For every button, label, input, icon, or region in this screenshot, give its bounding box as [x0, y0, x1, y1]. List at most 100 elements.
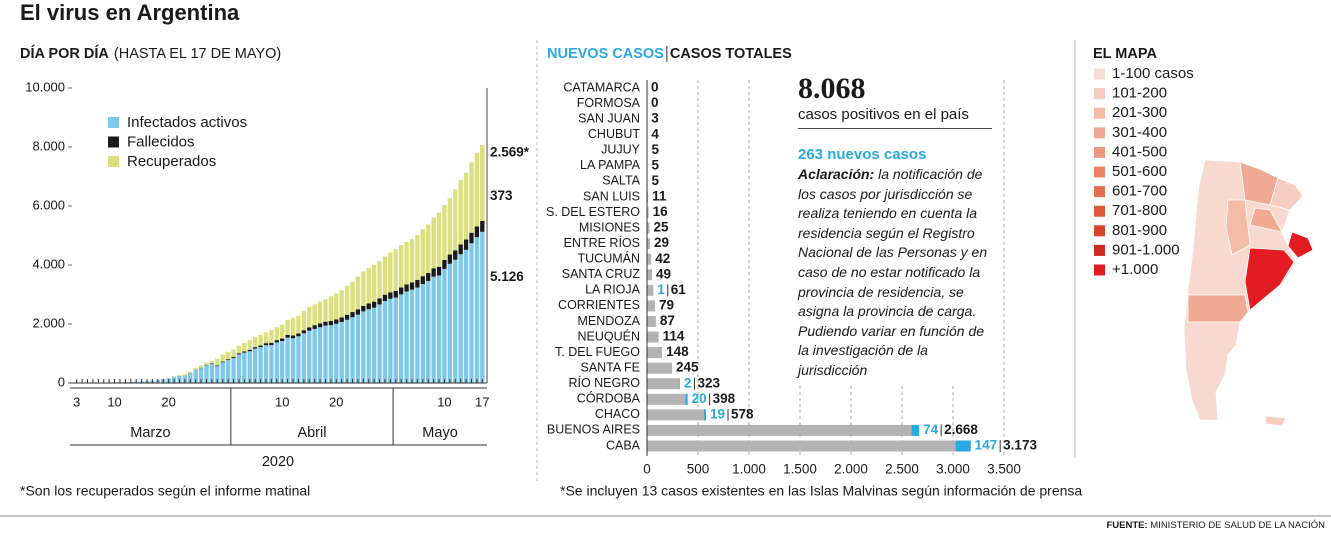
bar-segment	[442, 268, 447, 383]
bar-segment	[420, 284, 425, 383]
bar	[647, 315, 656, 327]
bar-segment	[334, 319, 339, 324]
bar-segment	[361, 271, 366, 306]
source-text: MINISTERIO DE SALUD DE LA NACIÓN	[1150, 520, 1325, 531]
bar-segment	[323, 325, 328, 383]
bar	[647, 440, 971, 452]
bar-segment	[307, 330, 312, 383]
bar-segment	[344, 314, 350, 320]
bar-segment	[371, 307, 377, 383]
bar-segment	[274, 342, 279, 383]
bar-segment	[447, 198, 453, 255]
bar-segment	[404, 284, 409, 292]
bar-segment	[253, 347, 258, 349]
bar-segment	[355, 276, 361, 310]
value-label-new: 1	[657, 282, 665, 297]
bar-segment	[339, 321, 344, 383]
bar-segment	[258, 334, 263, 346]
bar-segment	[480, 144, 485, 221]
bar-segment	[399, 287, 404, 295]
bar-segment	[480, 231, 485, 383]
category-label: SALTA	[602, 174, 640, 188]
month-label: Abril	[297, 425, 326, 441]
bar-segment	[469, 232, 474, 244]
value-label: 79	[659, 297, 674, 312]
x-tick-label: 10	[437, 394, 451, 409]
legend-label: Fallecidos	[127, 133, 195, 150]
bar-segment	[274, 340, 279, 343]
bar	[647, 269, 652, 281]
bar-segment	[480, 220, 485, 232]
map-legend-label: 701-800	[1112, 202, 1167, 219]
bar-segment	[393, 249, 398, 291]
bar-segment	[388, 292, 393, 299]
bar-segment	[447, 263, 453, 383]
bar-new	[955, 440, 971, 452]
x-tick-label: 1.500	[783, 462, 817, 477]
total-text: casos positivos en el país	[798, 106, 969, 123]
bar-segment	[301, 310, 306, 331]
bar-segment	[463, 239, 469, 250]
bar-segment	[388, 252, 393, 293]
map-legend-swatch	[1094, 146, 1105, 158]
bar-segment	[247, 340, 252, 350]
bar-segment	[344, 319, 350, 383]
map-legend-label: 501-600	[1112, 163, 1167, 180]
category-label: LA PAMPA	[580, 158, 641, 172]
category-label: CHUBUT	[588, 127, 640, 141]
chart-title: DÍA POR DÍA	[20, 45, 109, 62]
bar	[647, 393, 688, 405]
bar-segment	[453, 250, 458, 260]
bar-segment	[225, 351, 231, 360]
bar-segment	[225, 360, 231, 383]
category-label: S. DEL ESTERO	[546, 205, 640, 219]
map-province	[1225, 199, 1251, 256]
bar-segment	[307, 327, 312, 331]
bar-segment	[393, 297, 398, 383]
value-label: 3.173	[1003, 438, 1037, 453]
bar-segment	[339, 290, 344, 318]
bar-segment	[263, 343, 269, 346]
bar-segment	[263, 332, 269, 344]
bar-segment	[458, 180, 463, 245]
bar-segment	[263, 345, 269, 383]
map-legend-swatch	[1094, 107, 1105, 119]
bar-segment	[215, 366, 220, 383]
bar-segment	[366, 303, 371, 310]
bar-segment	[447, 254, 453, 264]
total-cases: 8.068	[798, 72, 866, 105]
value-label-new: 74	[923, 422, 939, 437]
value-label-new: 147	[975, 438, 998, 453]
map-legend-label: 801-900	[1112, 222, 1167, 239]
bar-segment	[366, 309, 371, 383]
x-tick-label: 500	[687, 462, 710, 477]
bar-segment	[436, 275, 442, 383]
bar-segment	[290, 338, 296, 383]
bar-segment	[307, 307, 312, 328]
bar-segment	[280, 340, 285, 383]
bar-segment	[474, 226, 480, 238]
bar-segment	[426, 280, 431, 383]
bar-segment	[198, 368, 204, 383]
rule	[798, 128, 992, 129]
value-label: 2.668	[944, 422, 978, 437]
bar-segment	[258, 347, 263, 383]
bar-segment	[290, 335, 296, 339]
map-legend-label: 101-200	[1112, 85, 1167, 102]
bar-segment	[474, 237, 480, 383]
map-legend-swatch	[1094, 127, 1105, 139]
bar-segment	[420, 276, 425, 285]
map	[1183, 159, 1314, 427]
category-label: TUCUMÁN	[578, 251, 641, 266]
x-tick-label: 2.000	[834, 462, 868, 477]
bar-segment	[328, 320, 334, 326]
legend-label: CASOS TOTALES	[670, 46, 792, 62]
bar-segment	[388, 298, 393, 383]
map-province	[1249, 207, 1283, 233]
bar-segment	[280, 324, 285, 339]
category-label: CABA	[606, 438, 641, 452]
bar-segment	[204, 364, 209, 366]
bar-segment	[431, 217, 436, 269]
